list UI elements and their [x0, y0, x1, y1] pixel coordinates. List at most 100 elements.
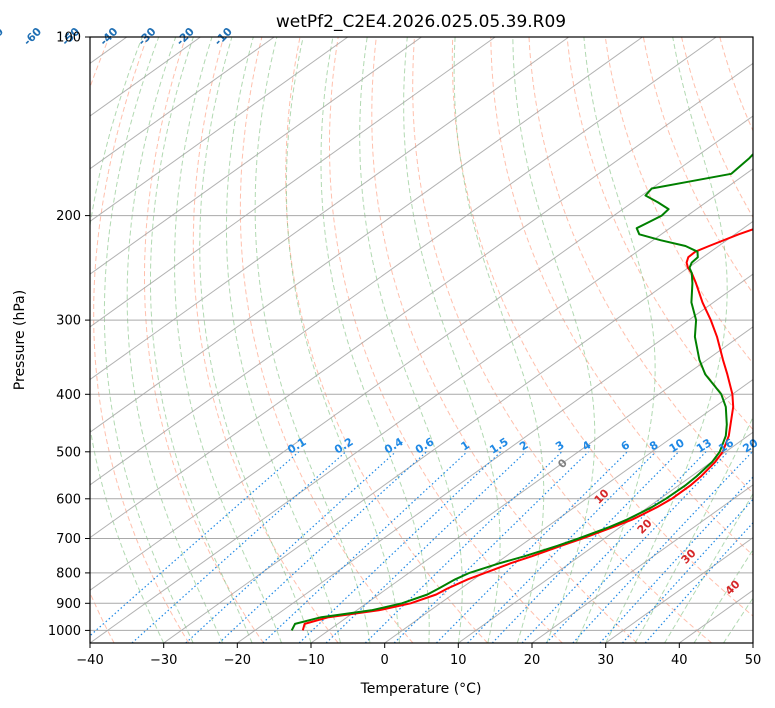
x-tick-label: −40 [76, 653, 103, 668]
dry-adiabat [0, 37, 71, 643]
grid-layer [0, 37, 775, 643]
moist-adiabat [359, 37, 463, 643]
isotherm-line [90, 37, 349, 223]
x-tick-label: −30 [150, 653, 177, 668]
isotherm-line [458, 431, 753, 643]
mixing-ratio-line [521, 451, 707, 643]
moist-adiabat-label: 10 [592, 486, 612, 506]
mixing-ratio-line [545, 451, 729, 643]
moist-adiabat-label: 40 [723, 577, 743, 597]
mixing-ratio-label: 1 [459, 438, 472, 453]
moist-adiabat [225, 37, 341, 643]
isotherm-line [90, 168, 753, 643]
dry-adiabat [239, 37, 414, 643]
moist-adiabat [254, 37, 371, 643]
x-axis-label: Temperature (°C) [360, 681, 482, 697]
dry-adiabat [490, 37, 753, 556]
dry-adiabat [758, 37, 775, 643]
moist-adiabat-label: 0 [555, 456, 570, 471]
dry-adiabat [285, 37, 488, 643]
isotherm-line [90, 37, 422, 275]
moist-adiabat [320, 37, 430, 643]
mixing-ratio-line [467, 451, 657, 643]
mixing-ratio-label: 0.6 [413, 435, 437, 457]
isotherm-line [90, 115, 753, 591]
moist-adiabat [664, 492, 753, 643]
dry-adiabat [90, 37, 115, 643]
moist-adiabat [512, 37, 596, 643]
temperature-profile [301, 228, 753, 631]
axis-layer: −40 −30 −20 −10 0 10 20 30 40 5010020030040050060… [48, 31, 761, 669]
mixing-ratio-line [599, 476, 753, 643]
y-tick-label: 100 [56, 31, 81, 46]
dry-adiabat [93, 37, 190, 643]
mixing-ratio-line [90, 451, 300, 637]
y-tick-label: 600 [56, 492, 81, 507]
dry-adiabat [371, 37, 638, 643]
isotherm-line [237, 273, 753, 643]
y-tick-label: 900 [56, 597, 81, 612]
mixing-ratio-line [262, 451, 468, 643]
dry-adiabat [719, 37, 753, 133]
isotherm-line [384, 378, 753, 643]
isotherm-line [90, 37, 496, 328]
mixing-ratio-label: 0.4 [382, 435, 406, 457]
moist-adiabat [403, 37, 501, 643]
isotherm-line [163, 220, 753, 643]
isotherm-line [752, 642, 753, 643]
moist-adiabat [285, 37, 400, 643]
mixing-ratio-line [131, 451, 347, 643]
chart-title: wetPf2_C2E4.2026.025.05.39.R09 [276, 12, 566, 32]
mixing-ratio-line [621, 498, 753, 643]
plot-frame [89, 36, 754, 644]
moist-adiabat [634, 415, 753, 643]
x-tick-label: 10 [450, 653, 467, 668]
mixing-ratio-line [435, 451, 628, 643]
moist-adiabat [126, 37, 224, 643]
moist-adiabat-label: 20 [635, 516, 655, 536]
moist-adiabat [723, 597, 753, 643]
isotherm-line [310, 326, 753, 643]
mixing-ratio-label: 6 [619, 438, 633, 453]
mixing-ratio-line [393, 451, 589, 643]
moist-adiabat-label: 30 [679, 546, 699, 566]
y-tick-label: 400 [56, 388, 81, 403]
x-tick-label: −20 [224, 653, 251, 668]
dewpoint-profile [290, 152, 753, 631]
dry-adiabat [412, 37, 713, 643]
isotherm-line [90, 37, 275, 170]
mixing-ratio-line [491, 451, 680, 643]
moist-adiabat [693, 548, 753, 643]
dry-adiabat-label: -60 [21, 25, 44, 48]
x-tick-label: 40 [671, 653, 688, 668]
mixing-ratio-line [325, 451, 527, 643]
y-tick-label: 700 [56, 532, 81, 547]
moist-adiabat [453, 37, 545, 643]
isotherm-line [90, 62, 753, 539]
isotherm-line [605, 537, 753, 643]
x-tick-label: 30 [597, 653, 614, 668]
y-axis-label: Pressure (hPa) [12, 290, 28, 390]
x-tick-label: 20 [524, 653, 541, 668]
y-tick-label: 200 [56, 209, 81, 224]
dry-adiabat [681, 37, 753, 219]
mixing-ratio-label: 3 [553, 438, 566, 453]
isotherm-line [90, 37, 570, 381]
mixing-ratio-line [218, 451, 427, 643]
isotherm-line [531, 484, 753, 643]
mixing-ratio-label: 1.5 [487, 435, 510, 456]
mixing-ratio-line [298, 451, 502, 643]
y-tick-label: 800 [56, 566, 81, 581]
moist-adiabat [605, 37, 728, 643]
moist-adiabat [174, 37, 282, 643]
moist-adiabat [150, 37, 253, 643]
y-tick-label: 1000 [48, 624, 81, 639]
dry-adiabat [329, 37, 563, 643]
y-tick-label: 500 [56, 445, 81, 460]
dry-adiabat-label: -70 [0, 25, 6, 48]
dry-adiabat [528, 37, 753, 494]
mixing-ratio-line [364, 451, 563, 643]
x-tick-label: −10 [297, 653, 324, 668]
mixing-ratio-label: 8 [647, 438, 660, 453]
